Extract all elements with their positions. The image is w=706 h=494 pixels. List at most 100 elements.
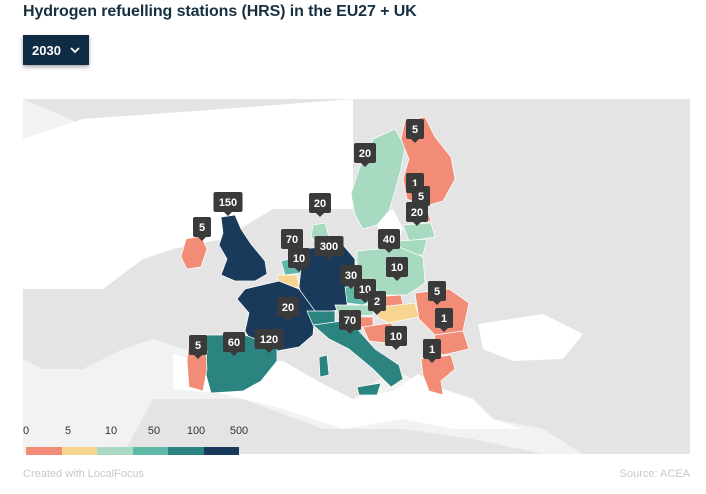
station-pin-pointer xyxy=(230,352,238,356)
station-pin[interactable]: 5 xyxy=(193,217,211,241)
station-count-label: 1 xyxy=(429,344,435,356)
station-pin[interactable]: 10 xyxy=(386,257,408,281)
station-pin-pointer xyxy=(325,256,333,260)
station-count-label: 20 xyxy=(282,302,294,314)
station-count-label: 60 xyxy=(228,337,240,349)
station-count-label: 10 xyxy=(391,262,403,274)
chart-title: Hydrogen refuelling stations (HRS) in th… xyxy=(23,3,417,20)
station-pin-pointer xyxy=(346,330,354,334)
station-pin-box xyxy=(385,326,407,346)
station-pin-pointer xyxy=(411,139,419,143)
station-count-label: 5 xyxy=(434,286,440,298)
station-pin[interactable]: 150 xyxy=(213,192,243,216)
station-count-label: 10 xyxy=(293,253,305,265)
station-pin-box xyxy=(254,329,284,349)
credit-text[interactable]: Created with LocalFocus xyxy=(23,468,145,480)
station-pin[interactable]: 120 xyxy=(254,329,284,353)
station-pin[interactable]: 40 xyxy=(378,229,400,253)
legend-tick-label: 10 xyxy=(104,425,118,437)
station-count-label: 150 xyxy=(219,197,237,209)
station-pin[interactable]: 20 xyxy=(309,193,331,217)
station-pin-box xyxy=(428,281,446,301)
station-count-label: 5 xyxy=(199,222,205,234)
legend-swatch xyxy=(203,447,239,455)
station-pin[interactable]: 2 xyxy=(368,291,386,315)
station-count-label: 20 xyxy=(411,207,423,219)
station-pin-box xyxy=(189,335,207,355)
station-pin[interactable]: 1 xyxy=(423,339,441,363)
station-pin-pointer xyxy=(393,277,401,281)
legend-swatch xyxy=(168,447,204,455)
station-pin-box xyxy=(213,192,243,212)
station-count-label: 40 xyxy=(383,234,395,246)
legend-tick-label: 5 xyxy=(64,425,72,437)
station-pin-box xyxy=(423,339,441,359)
country-hungary xyxy=(376,302,420,324)
station-pin[interactable]: 20 xyxy=(277,297,299,321)
station-pin-pointer xyxy=(385,249,393,253)
legend-color-bar xyxy=(26,447,239,455)
station-count-label: 70 xyxy=(286,234,298,246)
station-pin-box xyxy=(309,193,331,213)
legend-tick-label: 50 xyxy=(147,425,161,437)
station-pin-pointer xyxy=(194,355,202,359)
station-pin[interactable]: 300 xyxy=(314,236,344,260)
station-pin[interactable]: 20 xyxy=(406,202,428,226)
station-count-label: 5 xyxy=(418,191,424,203)
year-select-value: 2030 xyxy=(32,42,61,58)
chevron-down-icon xyxy=(70,46,80,54)
station-pin-pointer xyxy=(440,328,448,332)
station-count-label: 300 xyxy=(320,241,338,253)
station-pin[interactable]: 1 xyxy=(435,308,453,332)
year-select[interactable]: 2030 xyxy=(23,35,89,65)
station-pin-box xyxy=(277,297,299,317)
station-pin-box xyxy=(378,229,400,249)
station-pin[interactable]: 5 xyxy=(406,119,424,143)
station-pin-box xyxy=(406,119,424,139)
station-pin-pointer xyxy=(295,268,303,272)
sea-north xyxy=(23,99,353,289)
legend-tick-label: 0 xyxy=(22,425,30,437)
station-count-label: 20 xyxy=(314,198,326,210)
station-pin-pointer xyxy=(347,285,355,289)
station-pin-pointer xyxy=(392,346,400,350)
station-pin-box xyxy=(386,257,408,277)
station-count-label: 1 xyxy=(412,178,418,190)
station-pin-pointer xyxy=(316,213,324,217)
station-pin[interactable]: 60 xyxy=(223,332,245,356)
station-pin-box xyxy=(339,310,361,330)
country-italy-sicily xyxy=(356,382,382,396)
station-count-label: 5 xyxy=(412,124,418,136)
land-north-africa xyxy=(123,399,543,454)
station-pin-pointer xyxy=(361,299,369,303)
station-count-label: 30 xyxy=(345,270,357,282)
station-pin[interactable]: 5 xyxy=(189,335,207,359)
station-pin-pointer xyxy=(265,349,273,353)
station-count-label: 5 xyxy=(195,340,201,352)
station-pin[interactable]: 20 xyxy=(354,143,376,167)
station-pin-box xyxy=(223,332,245,352)
station-pin-box xyxy=(193,217,211,237)
legend-swatch xyxy=(97,447,133,455)
station-pin-box xyxy=(435,308,453,328)
legend-ticks: 0 5 10 50 100 500 xyxy=(18,425,258,437)
station-pin-box xyxy=(412,186,430,206)
legend-swatch xyxy=(61,447,97,455)
station-pin-box xyxy=(281,229,303,249)
station-pin[interactable]: 5 xyxy=(428,281,446,305)
country-uk xyxy=(218,214,268,282)
station-pin[interactable]: 10 xyxy=(288,248,310,272)
station-count-label: 1 xyxy=(441,313,447,325)
country-latvia xyxy=(402,222,436,242)
sea-black xyxy=(478,314,583,361)
station-count-label: 2 xyxy=(374,296,380,308)
station-pin-pointer xyxy=(433,301,441,305)
station-pin-box xyxy=(406,202,428,222)
station-pin-pointer xyxy=(428,359,436,363)
station-pin[interactable]: 10 xyxy=(385,326,407,350)
station-pin[interactable]: 70 xyxy=(339,310,361,334)
country-greece xyxy=(420,354,456,396)
station-count-label: 120 xyxy=(260,334,278,346)
